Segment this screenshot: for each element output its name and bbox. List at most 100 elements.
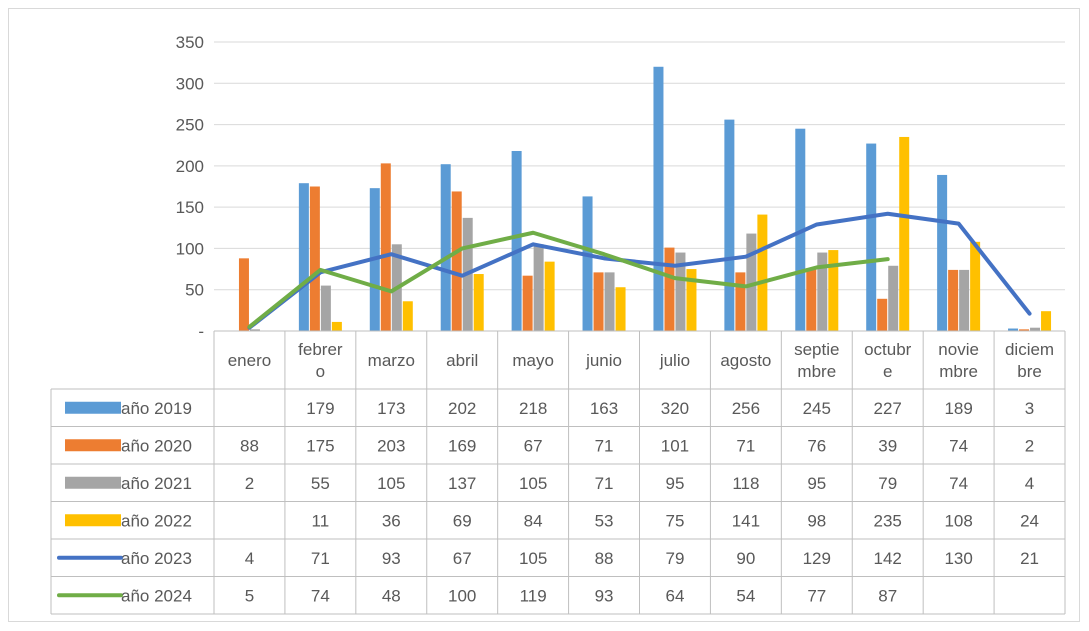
x-tick-label: octubr xyxy=(864,340,912,359)
data-label: 105 xyxy=(519,474,547,493)
data-label: 11 xyxy=(312,511,330,530)
data-label: 48 xyxy=(382,586,401,605)
bar xyxy=(473,274,484,331)
data-label: 105 xyxy=(377,474,405,493)
data-label: 108 xyxy=(944,511,972,530)
data-label: 88 xyxy=(240,436,259,455)
series-name: año 2022 xyxy=(121,511,192,530)
data-label: 67 xyxy=(524,436,543,455)
legend-key-bar xyxy=(65,439,121,452)
data-label: 95 xyxy=(665,474,684,493)
data-label: 202 xyxy=(448,399,476,418)
data-label: 163 xyxy=(590,399,618,418)
bar xyxy=(1030,327,1041,331)
bar xyxy=(877,298,888,331)
data-label: 71 xyxy=(595,436,614,455)
bar xyxy=(544,261,555,331)
x-tick-label: mbre xyxy=(797,362,836,381)
series-name: año 2019 xyxy=(121,399,192,418)
bar xyxy=(675,252,686,331)
data-label: 98 xyxy=(807,511,826,530)
data-label: 203 xyxy=(377,436,405,455)
bar xyxy=(866,143,877,331)
data-label: 175 xyxy=(306,436,334,455)
bar xyxy=(735,272,746,331)
bar xyxy=(888,265,899,331)
data-label: 55 xyxy=(311,474,330,493)
data-label: 24 xyxy=(1020,511,1039,530)
y-tick-label: 200 xyxy=(176,157,204,176)
bar xyxy=(653,66,664,331)
bar xyxy=(380,163,391,331)
bar xyxy=(593,272,604,331)
data-label: 74 xyxy=(949,474,968,493)
data-label: 227 xyxy=(874,399,902,418)
data-label: 64 xyxy=(665,586,684,605)
data-label: 2 xyxy=(245,474,254,493)
series-line xyxy=(247,211,1032,330)
bar xyxy=(664,247,675,331)
x-tick-label: junio xyxy=(585,351,622,370)
data-label: 53 xyxy=(595,511,614,530)
data-label: 235 xyxy=(874,511,902,530)
bar xyxy=(724,119,735,331)
data-label: 105 xyxy=(519,549,547,568)
bar xyxy=(522,275,533,331)
data-label: 179 xyxy=(306,399,334,418)
data-label: 2 xyxy=(1025,436,1034,455)
data-label: 21 xyxy=(1020,549,1039,568)
bar xyxy=(806,268,817,331)
data-label: 3 xyxy=(1025,399,1034,418)
data-label: 69 xyxy=(453,511,472,530)
data-label: 88 xyxy=(595,549,614,568)
data-label: 137 xyxy=(448,474,476,493)
data-label: 119 xyxy=(520,586,547,605)
data-label: 36 xyxy=(382,511,401,530)
chart-frame: - 50 100 150 200 250 300 350 enero febrer o marzo a… xyxy=(8,8,1080,622)
bar xyxy=(298,183,309,331)
bar xyxy=(1008,328,1019,331)
x-tick-label: mbre xyxy=(939,362,978,381)
bar xyxy=(899,136,910,331)
legend-key-bar xyxy=(65,476,121,489)
x-tick-label: novie xyxy=(938,340,979,359)
data-label: 71 xyxy=(311,549,330,568)
data-label: 90 xyxy=(736,549,755,568)
data-label: 74 xyxy=(311,586,330,605)
bar xyxy=(937,174,948,331)
y-tick-label: 350 xyxy=(176,33,204,52)
x-tick-label: mayo xyxy=(512,351,554,370)
x-tick-label: abril xyxy=(446,351,478,370)
bar xyxy=(948,269,959,331)
data-label: 54 xyxy=(736,586,755,605)
bar xyxy=(320,285,331,331)
data-label: 173 xyxy=(377,399,405,418)
series-name: año 2021 xyxy=(121,474,192,493)
y-tick-label: 50 xyxy=(185,281,204,300)
x-tick-label: diciem xyxy=(1005,340,1054,359)
data-label: 67 xyxy=(453,549,472,568)
data-label: 130 xyxy=(944,549,972,568)
bar xyxy=(746,233,757,331)
data-label: 100 xyxy=(448,586,476,605)
bar xyxy=(1019,329,1030,331)
bar xyxy=(249,329,260,331)
x-tick-label: agosto xyxy=(720,351,771,370)
data-label: 141 xyxy=(732,511,760,530)
bar xyxy=(1041,311,1052,331)
data-label: 4 xyxy=(1025,474,1034,493)
series-line xyxy=(247,230,890,329)
x-tick-label: septie xyxy=(794,340,839,359)
data-label: 71 xyxy=(595,474,614,493)
data-label: 75 xyxy=(665,511,684,530)
combo-chart: - 50 100 150 200 250 300 350 enero febrer o marzo a… xyxy=(50,33,1066,615)
bar xyxy=(440,164,451,331)
legend-key-bar xyxy=(65,401,121,414)
x-tick-label: julio xyxy=(659,351,690,370)
data-label: 71 xyxy=(736,436,755,455)
bar xyxy=(309,186,320,331)
x-tick-label: o xyxy=(316,362,325,381)
series-name: año 2020 xyxy=(121,436,192,455)
series-name: año 2024 xyxy=(121,586,192,605)
data-label: 129 xyxy=(803,549,831,568)
